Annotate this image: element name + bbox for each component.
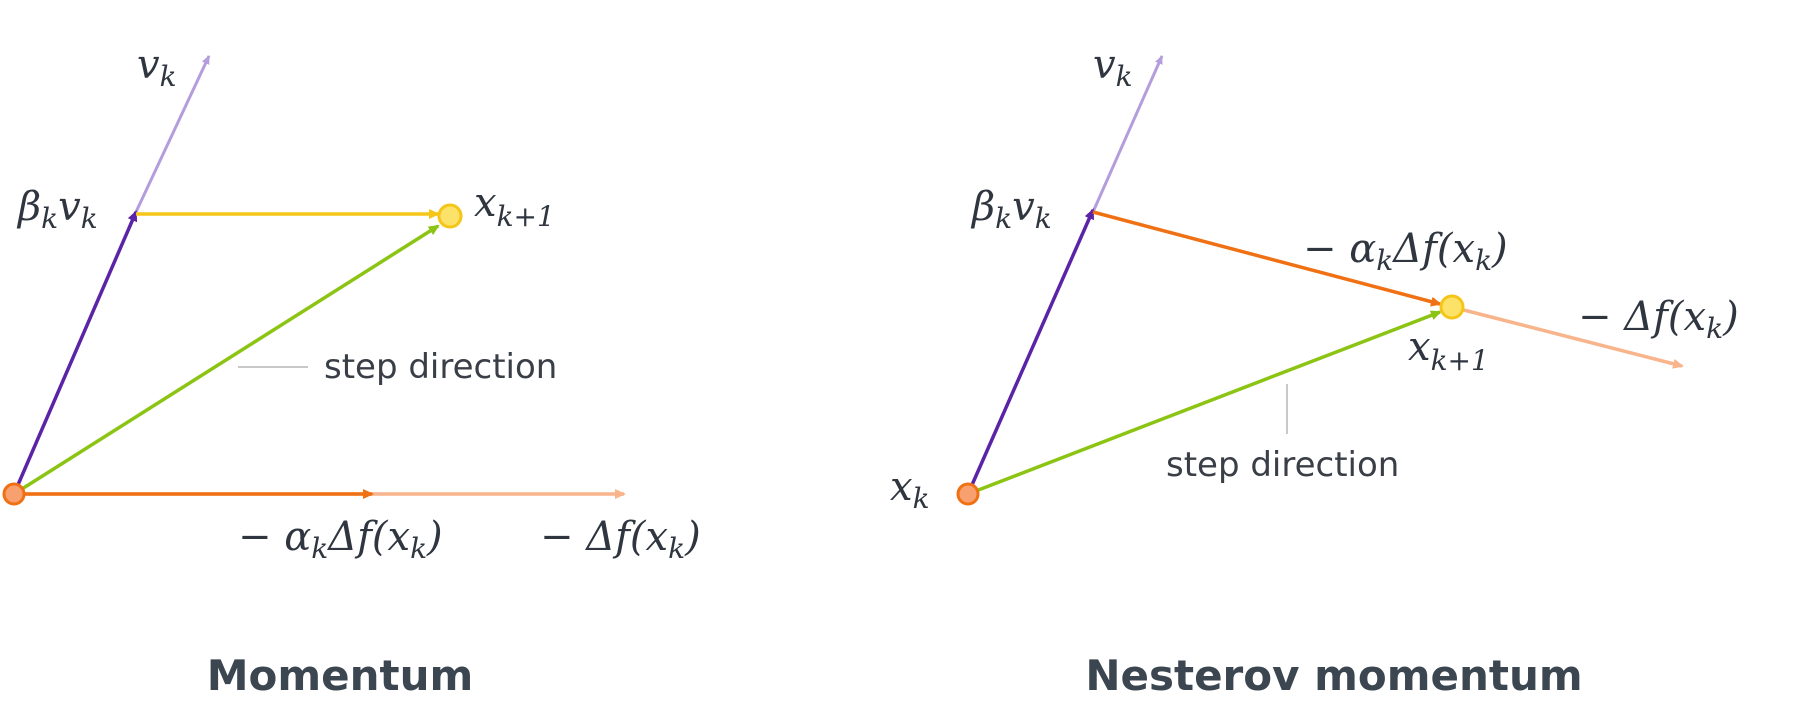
velocity-arrow [1091,55,1164,213]
start-point [2,482,26,506]
beta-velocity-arrow [966,208,1095,495]
next-point-label: xk+1 [1408,324,1489,377]
neg-alpha-gradient-label: − αkΔf(xk) [238,514,443,565]
velocity-arrow [134,55,211,213]
beta-velocity-arrow [12,210,138,495]
end-point [437,203,463,229]
beta-velocity-label: βkvk [970,184,1052,235]
panel-title: Momentum [207,651,474,700]
neg-gradient-label: − Δf(xk) [1578,294,1739,345]
beta-velocity-label: βkvk [16,184,98,235]
step-direction-arrow [13,224,440,496]
gradient-step-arrow [1092,210,1442,307]
panel-title: Nesterov momentum [1085,651,1582,700]
full-gradient-arrow [1451,305,1684,369]
nesterov-panel: vk βkvk xk − αkΔf(xk) − Δf(xk) xk+1 step… [890,42,1739,700]
step-direction-label: step direction [324,347,557,387]
velocity-label: vk [137,42,177,93]
end-point [1439,294,1465,320]
neg-gradient-label: − Δf(xk) [540,514,701,565]
start-point-label: xk [890,464,930,515]
velocity-label: vk [1093,42,1133,93]
start-point [956,482,980,506]
neg-alpha-gradient-label: − αkΔf(xk) [1303,226,1508,277]
step-direction-label: step direction [1166,445,1399,485]
next-point-label: xk+1 [474,180,555,233]
step-direction-arrow [967,310,1442,496]
momentum-panel: vk βkvk xk+1 step direction − αkΔf(xk) −… [2,42,701,700]
